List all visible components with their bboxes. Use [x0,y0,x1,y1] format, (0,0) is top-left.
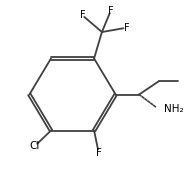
Text: NH₂: NH₂ [164,104,183,114]
Text: F: F [108,6,113,16]
Text: F: F [96,148,102,158]
Text: F: F [124,23,129,33]
Text: Cl: Cl [29,141,39,151]
Text: F: F [80,10,85,20]
